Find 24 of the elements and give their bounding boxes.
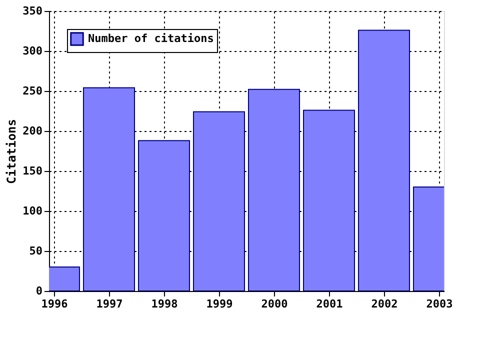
x-tick-label: 2002	[371, 298, 398, 310]
y-axis-title: Citations	[4, 118, 19, 184]
bar	[138, 140, 190, 291]
bar	[303, 110, 355, 291]
y-tick-label: 300	[22, 44, 42, 58]
x-tick-label: 2001	[316, 298, 344, 310]
bar	[193, 111, 245, 291]
bar	[83, 87, 135, 291]
y-tick-label: 250	[22, 84, 42, 98]
x-tick-label: 2003	[426, 298, 453, 310]
y-tick-label: 50	[29, 244, 42, 258]
x-tick-label: 1997	[96, 298, 123, 310]
y-tick-label: 0	[36, 284, 42, 298]
bar	[358, 30, 410, 291]
x-tick-label: 1996	[41, 298, 68, 310]
bar	[248, 88, 300, 291]
x-tick-label: 1998	[151, 298, 178, 310]
y-tick-label: 150	[22, 164, 42, 178]
x-tick-label: 1999	[206, 298, 233, 310]
x-tick-label: 2000	[261, 298, 288, 310]
legend-label: Number of citations	[88, 32, 214, 45]
y-tick-label: 100	[22, 204, 42, 218]
y-tick-label: 200	[22, 124, 42, 138]
y-tick-label: 350	[22, 4, 42, 18]
